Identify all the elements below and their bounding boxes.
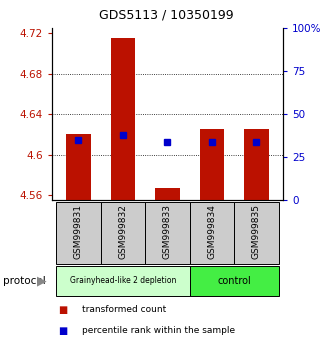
Bar [234,202,279,264]
Bar [244,129,269,200]
Text: transformed count: transformed count [82,305,166,314]
Text: GSM999833: GSM999833 [163,204,172,259]
Bar [111,39,135,200]
Bar [56,202,101,264]
Bar [189,266,279,296]
Bar [189,202,234,264]
Text: control: control [217,275,251,286]
Text: GSM999834: GSM999834 [207,204,216,259]
Text: GDS5113 / 10350199: GDS5113 / 10350199 [99,9,234,22]
Bar [199,129,224,200]
Text: GSM999832: GSM999832 [118,204,127,259]
Text: percentile rank within the sample: percentile rank within the sample [82,326,235,336]
Text: Grainyhead-like 2 depletion: Grainyhead-like 2 depletion [70,276,176,285]
Bar [145,202,189,264]
Bar [56,266,189,296]
Text: ▶: ▶ [37,274,46,287]
Bar [66,135,91,200]
Text: protocol: protocol [3,275,46,286]
Text: ■: ■ [58,305,68,315]
Text: GSM999835: GSM999835 [252,204,261,259]
Text: ■: ■ [58,326,68,336]
Bar [155,188,179,200]
Text: GSM999831: GSM999831 [74,204,83,259]
Bar [101,202,145,264]
